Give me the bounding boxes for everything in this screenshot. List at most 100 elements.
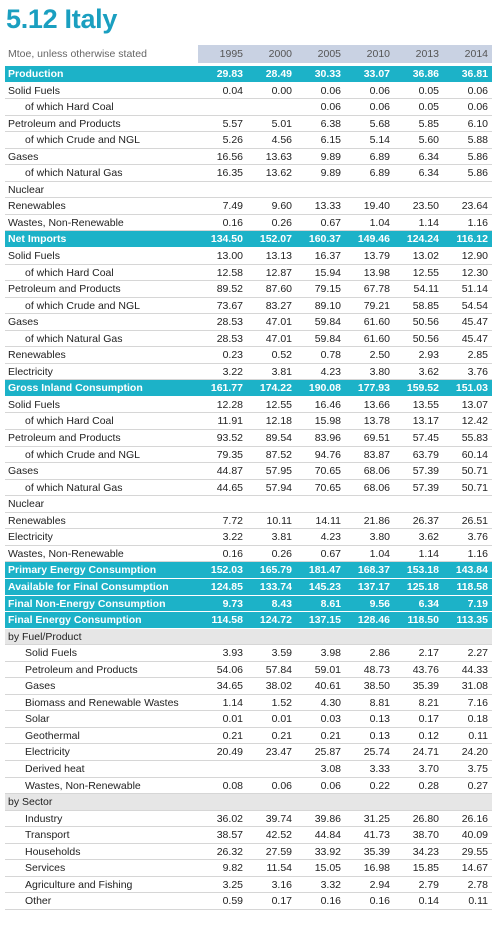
cell-value: 0.12 bbox=[418, 729, 439, 742]
cell-value: 73.67 bbox=[216, 299, 243, 312]
row-label: Households bbox=[25, 845, 81, 858]
cell-value: 28.49 bbox=[265, 68, 292, 80]
cell-value: 26.16 bbox=[461, 812, 488, 825]
table-row: Electricity 3.22 3.81 4.23 3.80 3.62 3.76 bbox=[5, 364, 492, 381]
cell-value: 0.21 bbox=[222, 729, 243, 742]
cell-value: 16.46 bbox=[314, 398, 341, 411]
table-row: Petroleum and Products 93.52 89.54 83.96 69.… bbox=[5, 430, 492, 447]
cell-value: 44.65 bbox=[216, 481, 243, 494]
cell-value: 34.23 bbox=[412, 845, 439, 858]
cell-value: 43.76 bbox=[412, 663, 439, 676]
cell-value: 70.65 bbox=[314, 465, 341, 478]
cell-value: 19.40 bbox=[363, 200, 390, 213]
cell-value: 0.26 bbox=[271, 216, 292, 229]
cell-value: 33.07 bbox=[363, 68, 390, 80]
row-label: Final Energy Consumption bbox=[8, 614, 142, 627]
cell-value bbox=[198, 496, 247, 512]
cell-value: 0.59 bbox=[222, 895, 243, 908]
cell-value: 174.22 bbox=[259, 382, 292, 395]
cell-value: 152.03 bbox=[210, 564, 243, 577]
cell-value: 0.13 bbox=[369, 729, 390, 742]
cell-value: 3.98 bbox=[320, 647, 341, 660]
cell-value: 1.52 bbox=[271, 696, 292, 709]
cell-value: 5.01 bbox=[271, 117, 292, 130]
table-row: Petroleum and Products 5.57 5.01 6.38 5.68 5.… bbox=[5, 116, 492, 133]
row-label: Transport bbox=[25, 829, 70, 842]
cell-value: 29.55 bbox=[461, 845, 488, 858]
row-label: Renewables bbox=[8, 349, 66, 362]
table-row: Wastes, Non-Renewable 0.16 0.26 0.67 1.04 1.1… bbox=[5, 546, 492, 563]
cell-value bbox=[394, 182, 443, 198]
cell-value: 1.14 bbox=[222, 696, 243, 709]
cell-value: 2.85 bbox=[467, 349, 488, 362]
cell-value: 67.78 bbox=[363, 283, 390, 296]
cell-value: 3.75 bbox=[467, 762, 488, 775]
cell-value: 0.03 bbox=[320, 713, 341, 726]
cell-value: 2.79 bbox=[418, 878, 439, 891]
row-label: Petroleum and Products bbox=[8, 283, 121, 296]
row-label: Nuclear bbox=[8, 183, 45, 196]
year-header: 2005 bbox=[296, 45, 345, 63]
cell-value: 145.23 bbox=[308, 580, 341, 593]
cell-value: 33.92 bbox=[314, 845, 341, 858]
cell-value: 57.94 bbox=[265, 481, 292, 494]
year-header: 2010 bbox=[345, 45, 394, 63]
cell-value: 124.24 bbox=[406, 233, 439, 246]
cell-value: 44.87 bbox=[216, 465, 243, 478]
cell-value: 16.37 bbox=[314, 250, 341, 263]
cell-value: 7.72 bbox=[222, 514, 243, 527]
cell-value: 0.16 bbox=[320, 895, 341, 908]
cell-value bbox=[394, 496, 443, 512]
cell-value: 40.09 bbox=[461, 829, 488, 842]
cell-value: 31.08 bbox=[461, 680, 488, 693]
cell-value: 12.30 bbox=[461, 266, 488, 279]
cell-value: 124.72 bbox=[259, 614, 292, 627]
cell-value: 6.89 bbox=[369, 167, 390, 180]
cell-value: 47.01 bbox=[265, 316, 292, 329]
cell-value: 1.16 bbox=[467, 216, 488, 229]
cell-value bbox=[247, 761, 296, 777]
cell-value: 83.96 bbox=[314, 432, 341, 445]
cell-value: 79.35 bbox=[216, 448, 243, 461]
row-label: Renewables bbox=[8, 514, 66, 527]
cell-value: 54.06 bbox=[216, 663, 243, 676]
cell-value: 16.35 bbox=[216, 167, 243, 180]
cell-value: 23.64 bbox=[461, 200, 488, 213]
table-row: of which Crude and NGL 5.26 4.56 6.15 5.14 5.… bbox=[5, 132, 492, 149]
cell-value: 1.04 bbox=[369, 216, 390, 229]
cell-value: 9.56 bbox=[369, 597, 390, 610]
cell-value bbox=[247, 794, 296, 810]
cell-value: 3.22 bbox=[222, 365, 243, 378]
cell-value: 3.22 bbox=[222, 531, 243, 544]
row-label: Solid Fuels bbox=[8, 250, 60, 263]
energy-table: Mtoe, unless otherwise stated 1995 2000 200… bbox=[5, 45, 492, 910]
table-row: Wastes, Non-Renewable 0.08 0.06 0.06 0.22 0.2… bbox=[5, 778, 492, 795]
cell-value: 6.34 bbox=[418, 150, 439, 163]
cell-value: 94.76 bbox=[314, 448, 341, 461]
cell-value bbox=[247, 629, 296, 645]
cell-value: 7.16 bbox=[467, 696, 488, 709]
table-row: Agriculture and Fishing 3.25 3.16 3.32 2.94 2… bbox=[5, 877, 492, 894]
cell-value: 0.67 bbox=[320, 216, 341, 229]
cell-value: 69.51 bbox=[363, 432, 390, 445]
cell-value: 44.33 bbox=[461, 663, 488, 676]
table-row: of which Hard Coal 0.06 0.06 0.05 0.06 bbox=[5, 99, 492, 116]
cell-value: 16.56 bbox=[216, 150, 243, 163]
cell-value: 57.84 bbox=[265, 663, 292, 676]
cell-value: 181.47 bbox=[308, 564, 341, 577]
cell-value: 47.01 bbox=[265, 332, 292, 345]
cell-value: 1.14 bbox=[418, 216, 439, 229]
cell-value: 45.47 bbox=[461, 332, 488, 345]
cell-value: 27.59 bbox=[265, 845, 292, 858]
cell-value bbox=[345, 182, 394, 198]
cell-value: 42.52 bbox=[265, 829, 292, 842]
cell-value: 48.73 bbox=[363, 663, 390, 676]
cell-value: 0.16 bbox=[222, 547, 243, 560]
cell-value: 29.83 bbox=[216, 68, 243, 80]
cell-value: 0.11 bbox=[468, 729, 488, 742]
cell-value: 125.18 bbox=[406, 580, 439, 593]
cell-value: 39.74 bbox=[265, 812, 292, 825]
cell-value: 15.98 bbox=[314, 415, 341, 428]
cell-value: 13.17 bbox=[412, 415, 439, 428]
